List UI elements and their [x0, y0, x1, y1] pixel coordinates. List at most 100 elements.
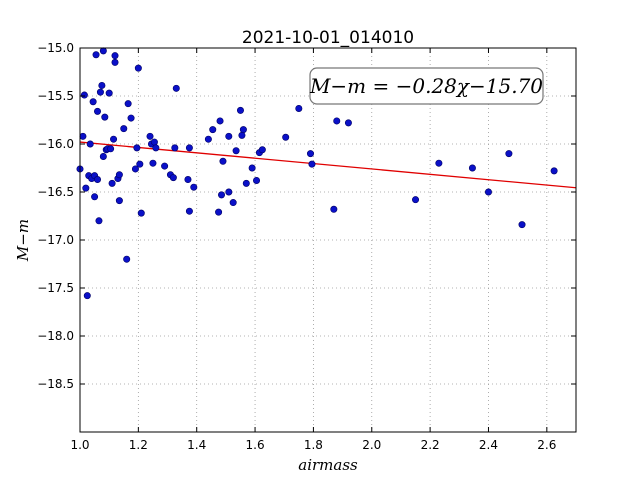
data-point [505, 150, 513, 158]
x-tick-label: 2.0 [362, 438, 381, 452]
data-point [253, 176, 261, 184]
data-point [110, 135, 118, 143]
data-point [136, 160, 144, 168]
data-point [131, 165, 139, 173]
x-tick-labels: 1.0 1.2 1.4 1.6 1.8 2.0 2.2 2.4 2.6 [70, 438, 556, 452]
data-point [219, 157, 227, 165]
data-point [146, 132, 154, 140]
data-point [150, 138, 158, 146]
data-point [108, 179, 116, 187]
data-point [115, 197, 123, 205]
data-point [134, 64, 142, 72]
data-point [238, 131, 246, 139]
axis-ticks [79, 47, 576, 432]
data-point [101, 113, 109, 121]
data-point [184, 176, 192, 184]
data-point [127, 114, 135, 122]
data-point [149, 159, 157, 167]
data-point [215, 208, 223, 216]
data-point [484, 188, 492, 196]
data-point [115, 171, 123, 179]
data-point [239, 126, 247, 134]
data-point [282, 133, 290, 141]
data-point [295, 104, 303, 112]
data-point [308, 160, 316, 168]
data-point [123, 255, 131, 263]
data-point [80, 91, 88, 99]
data-point [82, 184, 90, 192]
data-point [120, 125, 128, 133]
fit-annotation: M−m = −0.28χ−15.70 [309, 67, 544, 105]
data-point [137, 209, 145, 217]
data-point [248, 164, 256, 172]
data-point [435, 159, 443, 167]
y-tick-label: −18.0 [37, 329, 74, 343]
annotation-text: M−m = −0.28χ−15.70 [309, 74, 543, 98]
data-point [91, 193, 99, 201]
data-point [89, 98, 97, 106]
data-point [209, 126, 217, 134]
data-point [161, 162, 169, 170]
data-point [99, 47, 107, 55]
fit-line [79, 141, 577, 189]
data-point [133, 144, 141, 152]
y-tick-label: −18.5 [37, 377, 74, 391]
x-axis-label: airmass [298, 456, 358, 474]
data-point [171, 144, 179, 152]
x-tick-label: 1.0 [70, 438, 89, 452]
data-point [306, 150, 314, 158]
x-tick-label: 2.2 [421, 438, 440, 452]
y-tick-label: −17.0 [37, 233, 74, 247]
data-point [107, 145, 115, 153]
data-point [94, 176, 102, 184]
data-point [218, 191, 226, 199]
x-tick-label: 2.4 [479, 438, 498, 452]
y-axis-label: M−m [14, 219, 32, 262]
data-point [99, 152, 107, 160]
data-point [185, 207, 193, 215]
y-tick-labels: −15.0 −15.5 −16.0 −16.5 −17.0 −17.5 −18.0 −18.5 [37, 41, 74, 391]
data-point [518, 221, 526, 229]
x-tick-label: 1.8 [304, 438, 323, 452]
fit-line-layer [79, 141, 577, 189]
data-point [229, 199, 237, 207]
y-tick-label: −17.5 [37, 281, 74, 295]
data-point [225, 188, 233, 196]
data-point [96, 88, 104, 96]
x-tick-label: 2.6 [537, 438, 556, 452]
data-points [76, 47, 558, 300]
chart-title: 2021-10-01_014010 [242, 28, 414, 48]
data-point [83, 292, 91, 300]
x-tick-label: 1.2 [129, 438, 148, 452]
data-point [258, 146, 266, 154]
data-point [152, 144, 160, 152]
data-point [190, 183, 198, 191]
data-point [216, 117, 224, 125]
y-tick-label: −16.0 [37, 137, 74, 151]
data-point [92, 51, 100, 59]
data-point [105, 89, 113, 97]
data-point [330, 205, 338, 213]
data-point [79, 132, 87, 140]
x-tick-label: 1.6 [246, 438, 265, 452]
data-point [86, 140, 94, 148]
data-point [225, 132, 233, 140]
data-point [94, 107, 102, 115]
y-tick-label: −15.0 [37, 41, 74, 55]
data-point [550, 167, 558, 175]
data-point [236, 106, 244, 114]
data-point [333, 117, 341, 125]
annotation-box [309, 67, 544, 105]
data-point [98, 81, 106, 89]
y-tick-label: −15.5 [37, 89, 74, 103]
data-point [412, 196, 420, 204]
data-point [124, 100, 132, 108]
data-point [468, 164, 476, 172]
data-point [242, 179, 250, 187]
data-point [169, 174, 177, 182]
x-tick-label: 1.4 [187, 438, 206, 452]
y-tick-label: −16.5 [37, 185, 74, 199]
data-point [172, 84, 180, 92]
data-point [111, 58, 119, 66]
